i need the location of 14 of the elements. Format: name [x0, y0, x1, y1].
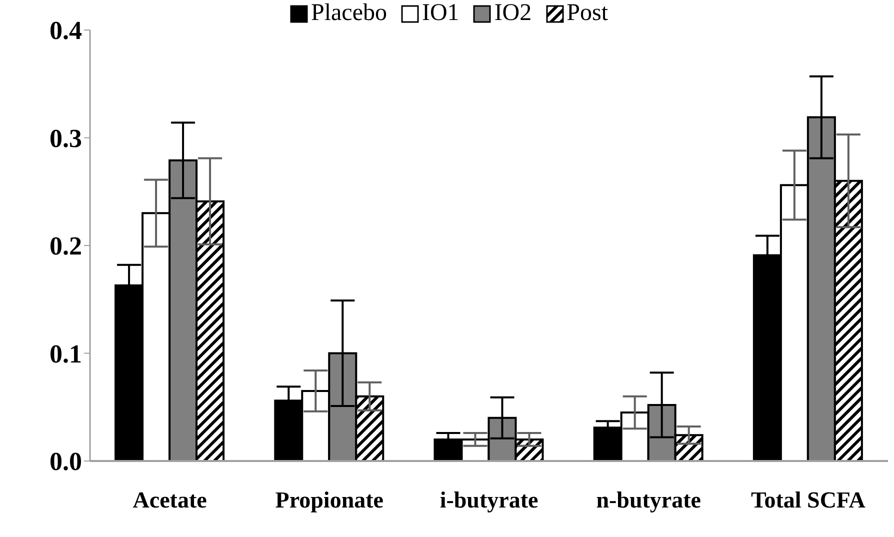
x-tick-label: n-butyrate — [596, 487, 701, 512]
y-tick-label: 0.3 — [50, 124, 82, 153]
y-tick-label: 0.2 — [50, 232, 82, 261]
legend-label: Post — [566, 0, 608, 27]
legend-label: Placebo — [311, 0, 387, 27]
y-tick-label: 0.1 — [50, 339, 82, 368]
y-tick-label: 0.0 — [50, 447, 82, 476]
x-tick-label: Propionate — [275, 487, 384, 512]
y-tick-label: 0.4 — [50, 16, 82, 46]
x-tick-label: Total SCFA — [751, 487, 866, 512]
x-tick-label: Acetate — [132, 487, 207, 512]
x-tick-label: i-butyrate — [440, 487, 538, 512]
legend-label: IO2 — [494, 0, 532, 27]
legend-label: IO1 — [422, 0, 460, 27]
